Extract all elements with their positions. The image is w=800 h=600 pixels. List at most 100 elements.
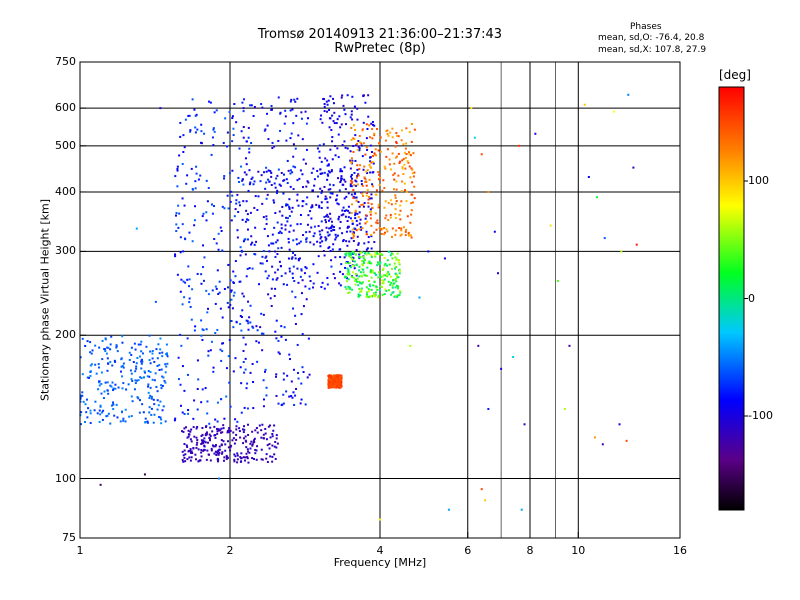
data-point [122, 366, 125, 369]
data-point [233, 453, 236, 456]
data-point [300, 313, 303, 316]
data-point [389, 131, 392, 134]
data-point [112, 389, 115, 392]
data-point [164, 371, 167, 374]
data-point [350, 157, 353, 160]
data-point [278, 352, 281, 355]
data-point [226, 194, 229, 197]
data-point [367, 201, 370, 204]
colorbar-tick-label: -100 [748, 409, 773, 422]
data-point [141, 358, 144, 361]
data-point [221, 342, 224, 345]
data-point [392, 253, 395, 256]
data-point [107, 392, 110, 395]
data-point [328, 233, 331, 236]
data-point [215, 427, 218, 430]
data-point [138, 355, 141, 358]
data-point [394, 196, 397, 199]
data-point [232, 431, 235, 434]
data-point [381, 189, 384, 192]
data-point [238, 181, 241, 184]
data-point [105, 415, 108, 418]
data-point [383, 231, 386, 234]
data-point [401, 167, 404, 170]
data-point [352, 189, 355, 192]
data-point [340, 383, 343, 386]
y-tick-label: 100 [55, 471, 76, 485]
data-point [355, 144, 358, 147]
data-point [227, 355, 230, 358]
data-point [80, 411, 83, 414]
data-point [100, 382, 103, 385]
data-point [356, 277, 359, 280]
data-point [101, 418, 104, 421]
data-point [320, 207, 323, 210]
data-point [225, 367, 228, 370]
data-point [265, 255, 268, 258]
data-point [211, 444, 214, 447]
data-point [224, 117, 227, 120]
data-point [153, 360, 156, 363]
data-point [312, 189, 315, 192]
data-point [248, 451, 251, 454]
data-point [242, 107, 245, 110]
data-point [359, 256, 362, 259]
data-point [141, 403, 144, 406]
data-point [271, 278, 274, 281]
data-point [339, 126, 342, 129]
data-point [269, 424, 272, 427]
data-point [398, 263, 401, 266]
data-point [230, 190, 233, 193]
data-point [239, 254, 242, 257]
data-point [397, 259, 400, 262]
data-point [217, 449, 220, 452]
data-point [210, 153, 213, 156]
data-point [262, 313, 265, 316]
data-point [361, 129, 364, 132]
data-point [266, 193, 269, 196]
data-point [316, 147, 319, 150]
data-point [356, 168, 359, 171]
data-point [231, 439, 234, 442]
data-point [351, 180, 354, 183]
data-point [401, 159, 404, 162]
data-point [269, 455, 272, 458]
data-point [89, 374, 92, 377]
data-point [232, 270, 235, 273]
data-point [189, 451, 192, 454]
data-point [393, 162, 396, 165]
data-point [346, 225, 349, 228]
data-point [94, 400, 97, 403]
data-point [400, 233, 403, 236]
data-point [310, 217, 313, 220]
data-point [346, 267, 349, 270]
data-point [166, 355, 169, 358]
data-point [187, 265, 190, 268]
data-point [373, 124, 376, 127]
data-point [251, 325, 254, 328]
data-point [180, 278, 183, 281]
data-point [379, 285, 382, 288]
data-point [376, 264, 379, 267]
data-point [277, 339, 280, 342]
data-point [265, 259, 268, 262]
data-point [215, 242, 218, 245]
data-point [134, 379, 137, 382]
data-point [359, 251, 362, 254]
data-point [182, 134, 185, 137]
data-point [332, 243, 335, 246]
data-point [79, 394, 82, 397]
data-point [383, 186, 386, 189]
data-point [213, 130, 216, 133]
data-point [388, 273, 391, 276]
data-point [234, 208, 237, 211]
data-point [302, 234, 305, 237]
data-point [191, 240, 194, 243]
data-point [147, 391, 150, 394]
data-point [249, 104, 252, 107]
data-point [262, 398, 265, 401]
data-point [207, 293, 210, 296]
data-point [158, 352, 161, 355]
data-point [251, 430, 254, 433]
data-point [374, 253, 377, 256]
